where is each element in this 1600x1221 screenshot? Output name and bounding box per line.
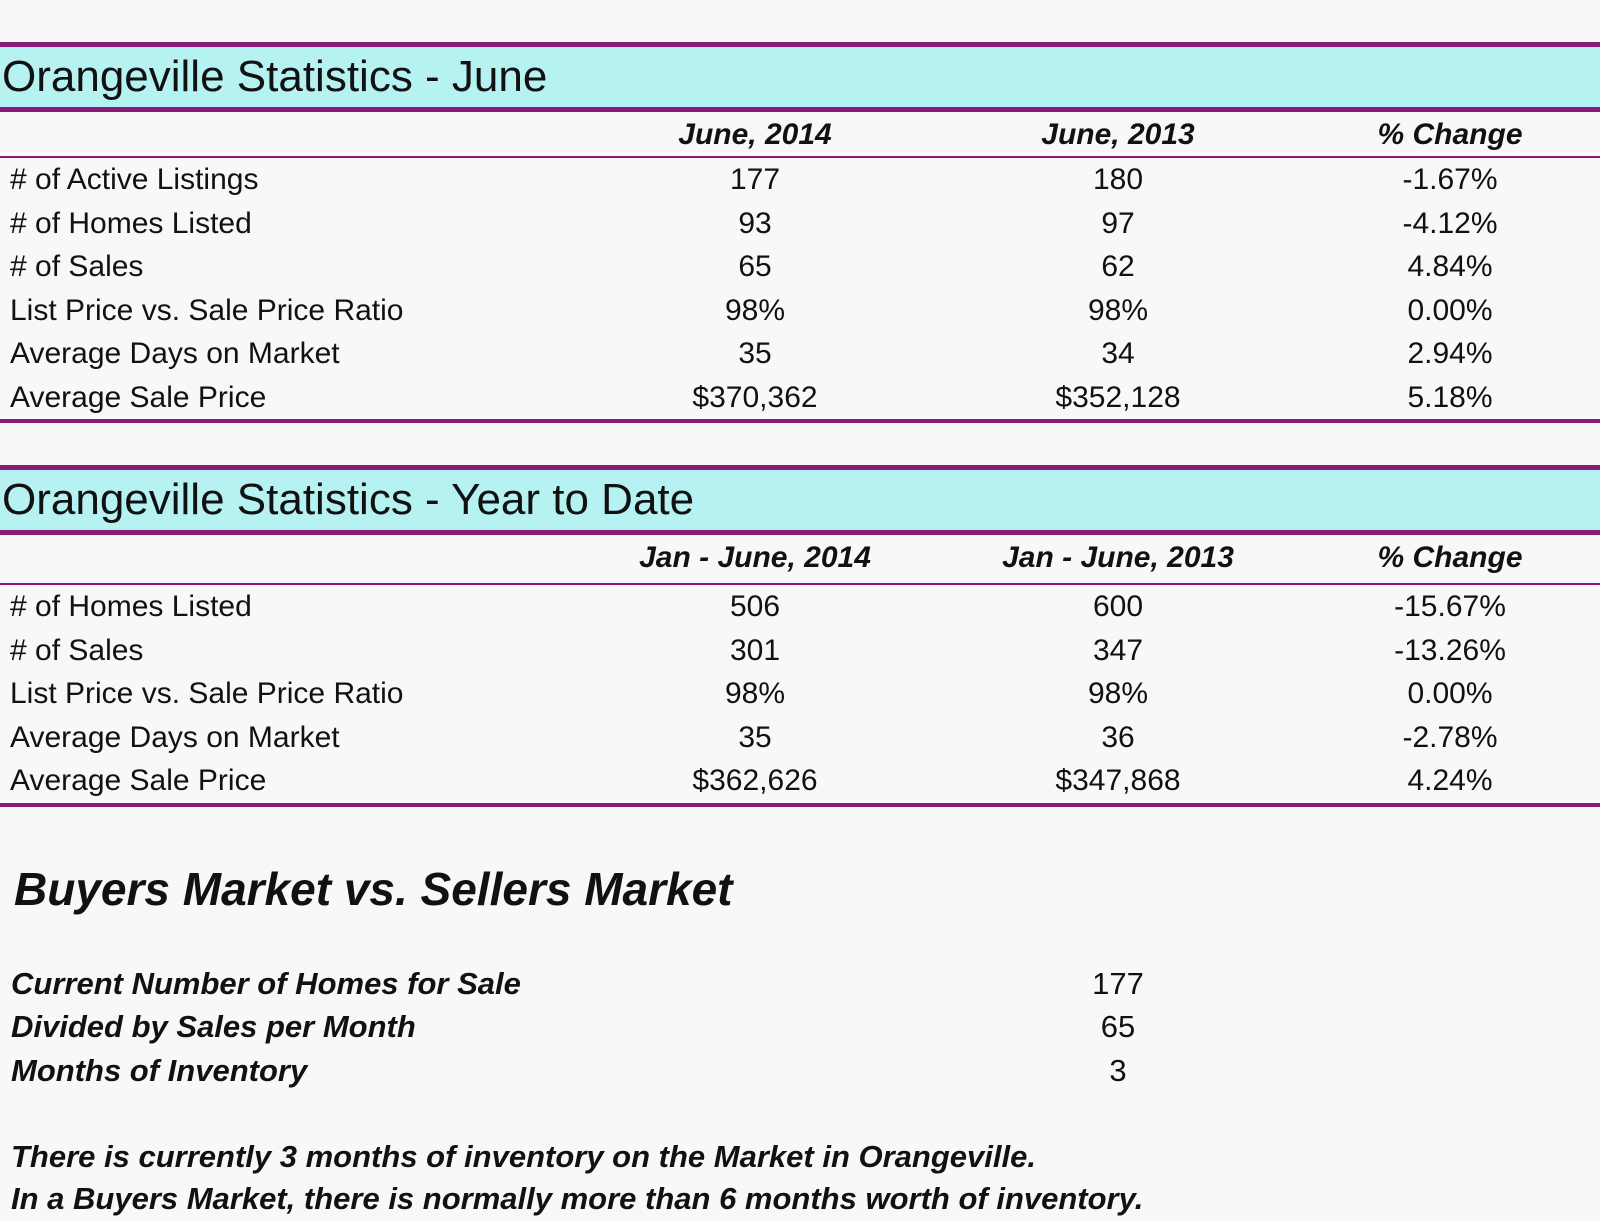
- value-2014: 98%: [724, 293, 786, 327]
- ytd-title-band: Orangeville Statistics - Year to Date: [0, 465, 1600, 535]
- inventory-value: 3: [1109, 1053, 1127, 1088]
- value-change: 4.84%: [1407, 250, 1493, 283]
- table-row: Average Sale Price $370,362 $352,128 5.1…: [0, 376, 1600, 420]
- table-row: List Price vs. Sale Price Ratio 98% 98% …: [0, 289, 1600, 333]
- ytd-col-2013: Jan - June, 2013: [1002, 541, 1234, 574]
- table-row: # of Sales 65 62 4.84%: [0, 245, 1600, 289]
- june-section: Orangeville Statistics - June June, 2014…: [0, 42, 1600, 423]
- value-change: 5.18%: [1407, 380, 1493, 414]
- value-2013: 98%: [1087, 677, 1149, 710]
- inventory-row: Divided by Sales per Month 65: [0, 1005, 1600, 1049]
- june-header-row: June, 2014 June, 2013 % Change: [0, 112, 1600, 158]
- row-label: Average Days on Market: [10, 337, 340, 370]
- value-change: 2.94%: [1407, 337, 1493, 370]
- value-2013: 36: [1101, 720, 1135, 754]
- value-change: 4.24%: [1407, 764, 1493, 797]
- ytd-title: Orangeville Statistics - Year to Date: [2, 475, 695, 524]
- value-change: -13.26%: [1394, 633, 1506, 667]
- value-2014: 35: [738, 337, 772, 370]
- june-table: June, 2014 June, 2013 % Change # of Acti…: [0, 112, 1600, 423]
- value-change: -2.78%: [1402, 720, 1498, 754]
- value-2014: $370,362: [692, 380, 818, 414]
- table-row: Average Sale Price $362,626 $347,868 4.2…: [0, 759, 1600, 803]
- table-row: # of Active Listings 177 180 -1.67%: [0, 158, 1600, 202]
- table-row: List Price vs. Sale Price Ratio 98% 98% …: [0, 672, 1600, 716]
- ytd-table: Jan - June, 2014 Jan - June, 2013 % Chan…: [0, 535, 1600, 807]
- value-change: 0.00%: [1407, 293, 1493, 327]
- value-2014: 35: [738, 720, 772, 754]
- value-2013: $352,128: [1055, 380, 1181, 414]
- inventory-row: Months of Inventory 3: [0, 1049, 1600, 1093]
- value-2013: $347,868: [1055, 764, 1181, 797]
- row-label: List Price vs. Sale Price Ratio: [10, 677, 404, 710]
- value-2013: 347: [1092, 633, 1144, 667]
- ytd-header-row: Jan - June, 2014 Jan - June, 2013 % Chan…: [0, 535, 1600, 585]
- june-title-band: Orangeville Statistics - June: [0, 42, 1600, 112]
- row-label: Average Sale Price: [10, 764, 267, 797]
- june-col-change: % Change: [1377, 118, 1523, 151]
- row-label: Average Days on Market: [10, 720, 340, 754]
- row-label: List Price vs. Sale Price Ratio: [10, 293, 404, 327]
- table-row: # of Sales 301 347 -13.26%: [0, 629, 1600, 673]
- value-2013: 62: [1101, 250, 1135, 283]
- value-change: -15.67%: [1394, 590, 1506, 623]
- value-change: -4.12%: [1402, 206, 1498, 240]
- value-2013: 34: [1101, 337, 1135, 370]
- table-row: Average Days on Market 35 34 2.94%: [0, 332, 1600, 376]
- inventory-label: Months of Inventory: [11, 1053, 308, 1088]
- inventory-value: 177: [1092, 966, 1144, 1001]
- inventory-label: Divided by Sales per Month: [11, 1009, 416, 1044]
- ytd-col-2014: Jan - June, 2014: [639, 541, 871, 574]
- inventory-row: Current Number of Homes for Sale 177: [0, 962, 1600, 1006]
- value-2014: 65: [738, 250, 772, 283]
- market-note: There is currently 3 months of inventory…: [11, 1139, 1036, 1174]
- june-title: Orangeville Statistics - June: [2, 52, 548, 101]
- value-change: -1.67%: [1402, 163, 1498, 196]
- value-2013: 600: [1092, 590, 1144, 623]
- ytd-col-change: % Change: [1377, 541, 1523, 574]
- row-label: # of Active Listings: [10, 163, 259, 196]
- value-change: 0.00%: [1407, 677, 1493, 710]
- value-2014: 98%: [724, 677, 786, 710]
- value-2014: $362,626: [692, 764, 818, 797]
- value-2014: 177: [729, 163, 781, 196]
- market-note: In a Buyers Market, there is normally mo…: [11, 1181, 1144, 1216]
- row-label: # of Homes Listed: [10, 590, 252, 623]
- market-heading: Buyers Market vs. Sellers Market: [14, 863, 733, 915]
- row-label: # of Sales: [10, 633, 144, 667]
- row-label: # of Homes Listed: [10, 206, 252, 240]
- value-2013: 180: [1092, 163, 1144, 196]
- value-2014: 506: [729, 590, 781, 623]
- value-2013: 97: [1101, 206, 1135, 240]
- june-col-2013: June, 2013: [1041, 118, 1195, 151]
- ytd-section: Orangeville Statistics - Year to Date Ja…: [0, 465, 1600, 807]
- row-label: Average Sale Price: [10, 380, 267, 414]
- table-row: # of Homes Listed 506 600 -15.67%: [0, 585, 1600, 629]
- table-row: # of Homes Listed 93 97 -4.12%: [0, 202, 1600, 246]
- value-2014: 301: [729, 633, 781, 667]
- table-row: Average Days on Market 35 36 -2.78%: [0, 716, 1600, 760]
- row-label: # of Sales: [10, 250, 144, 283]
- june-col-2014: June, 2014: [678, 118, 832, 151]
- inventory-label: Current Number of Homes for Sale: [11, 966, 521, 1001]
- value-2014: 93: [738, 206, 772, 240]
- value-2013: 98%: [1087, 293, 1149, 327]
- inventory-value: 65: [1100, 1009, 1136, 1044]
